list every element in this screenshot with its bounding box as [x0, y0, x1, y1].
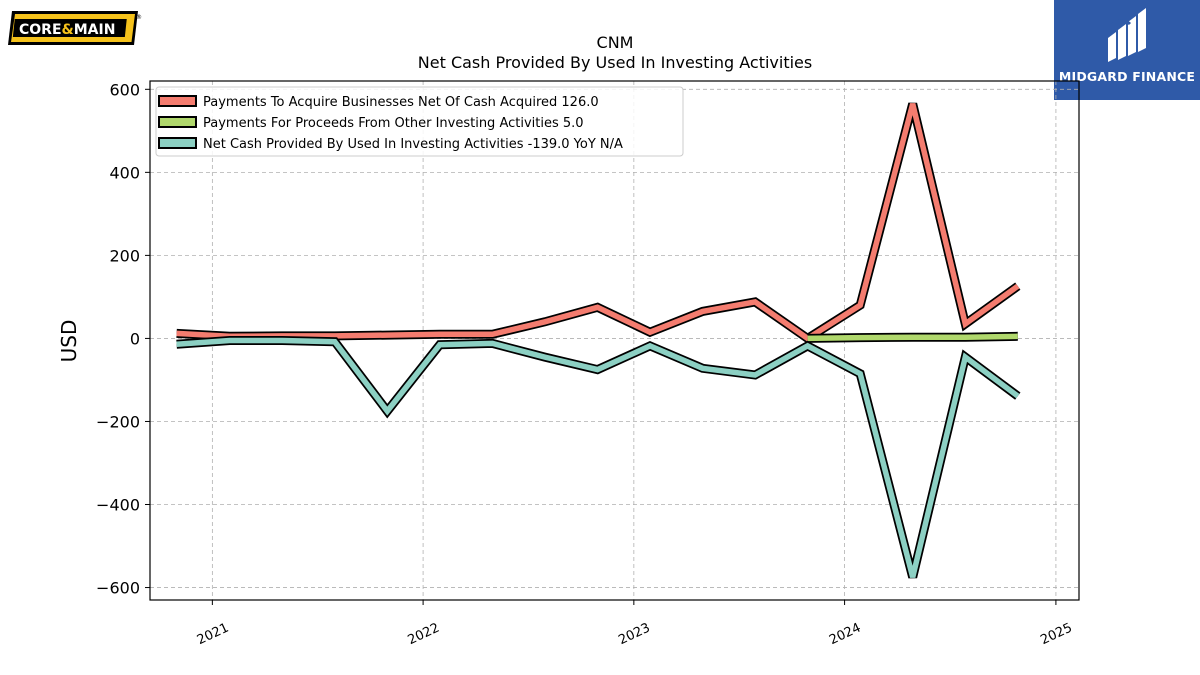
midgard-finance-emblem-icon [1108, 8, 1146, 62]
series-outline-3 [176, 336, 1021, 579]
y-tick-label: 0 [130, 329, 140, 348]
x-tick-label: 2022 [406, 621, 442, 649]
y-axis-label: USD [57, 320, 81, 363]
legend-swatch-2 [158, 116, 197, 128]
y-tick-label: 200 [109, 246, 140, 265]
legend-label-1: Payments To Acquire Businesses Net Of Ca… [203, 95, 599, 110]
y-tick-label: −400 [96, 496, 140, 515]
legend-box [155, 86, 684, 157]
core-and-main-logo-text: CORE&MAIN [19, 22, 115, 38]
core-and-main-logo: CORE&MAIN ® [8, 11, 142, 45]
x-tick-label: 2021 [195, 621, 231, 649]
y-tick-label: 400 [109, 163, 140, 182]
series-lines [176, 102, 1021, 579]
x-axis: 2021 2022 2023 2024 2025 [195, 600, 1075, 648]
legend-swatch-1 [158, 95, 197, 107]
x-tick-label: 2023 [616, 621, 652, 649]
y-tick-label: 600 [109, 80, 140, 99]
series-line-2 [807, 333, 1018, 342]
legend-label-3: Net Cash Provided By Used In Investing A… [203, 137, 623, 152]
legend-label-2: Payments For Proceeds From Other Investi… [203, 116, 584, 131]
midgard-finance-logo: MIDGARD FINANCE [1054, 0, 1200, 100]
chart-title: CNM [597, 33, 634, 52]
series-line-1 [176, 103, 1020, 342]
series-line-3 [176, 337, 1020, 578]
svg-text:®: ® [136, 14, 142, 21]
chart-subtitle: Net Cash Provided By Used In Investing A… [418, 53, 812, 72]
y-tick-label: −600 [96, 579, 140, 598]
legend: Payments To Acquire Businesses Net Of Ca… [155, 86, 684, 157]
y-axis: 600 400 200 0 −200 −400 −600 [96, 80, 150, 598]
x-tick-label: 2025 [1038, 621, 1074, 649]
y-tick-label: −200 [96, 412, 140, 431]
midgard-finance-label: MIDGARD FINANCE [1058, 69, 1196, 84]
legend-swatch-3 [158, 137, 197, 149]
plot-frame [149, 80, 1080, 601]
x-tick-label: 2024 [827, 621, 863, 649]
